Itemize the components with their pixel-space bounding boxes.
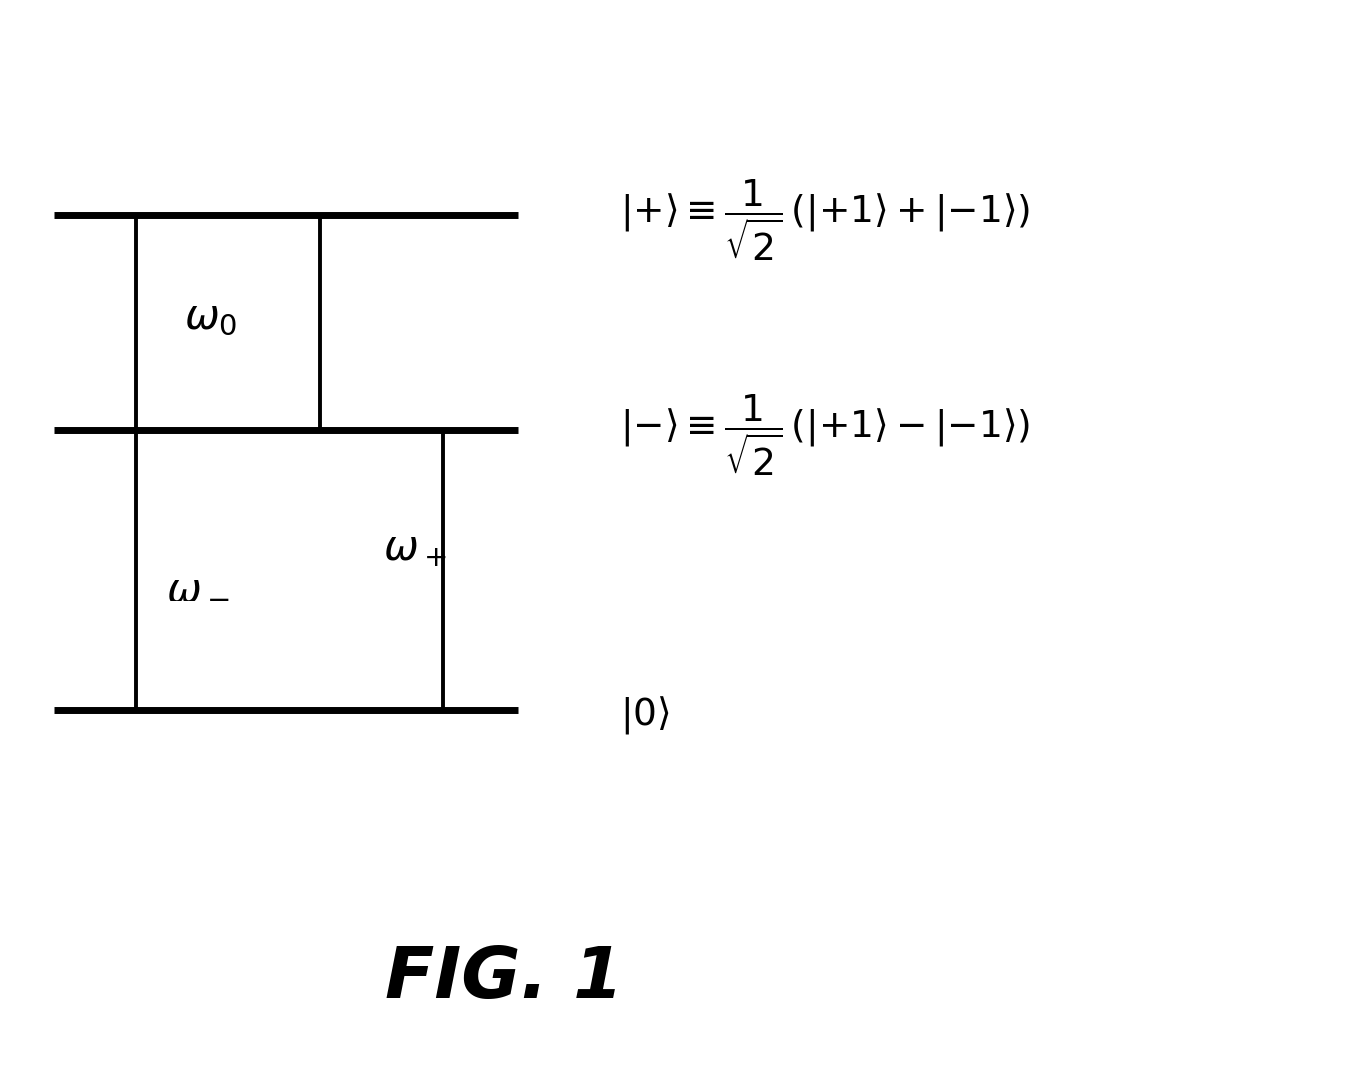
Text: $|{-}\rangle \equiv \dfrac{1}{\sqrt{2}}\,(|{+}1\rangle - |{-}1\rangle)$: $|{-}\rangle \equiv \dfrac{1}{\sqrt{2}}\… — [620, 392, 1030, 478]
Text: $|{+}\rangle \equiv \dfrac{1}{\sqrt{2}}\,(|{+}1\rangle + |{-}1\rangle)$: $|{+}\rangle \equiv \dfrac{1}{\sqrt{2}}\… — [620, 177, 1030, 263]
Text: FIG. 1: FIG. 1 — [384, 944, 624, 1013]
Text: $\omega_0$: $\omega_0$ — [184, 296, 238, 339]
Text: $|0\rangle$: $|0\rangle$ — [620, 693, 670, 736]
Text: $\omega_+$: $\omega_+$ — [384, 527, 447, 570]
Text: $\omega_-$: $\omega_-$ — [166, 564, 229, 607]
